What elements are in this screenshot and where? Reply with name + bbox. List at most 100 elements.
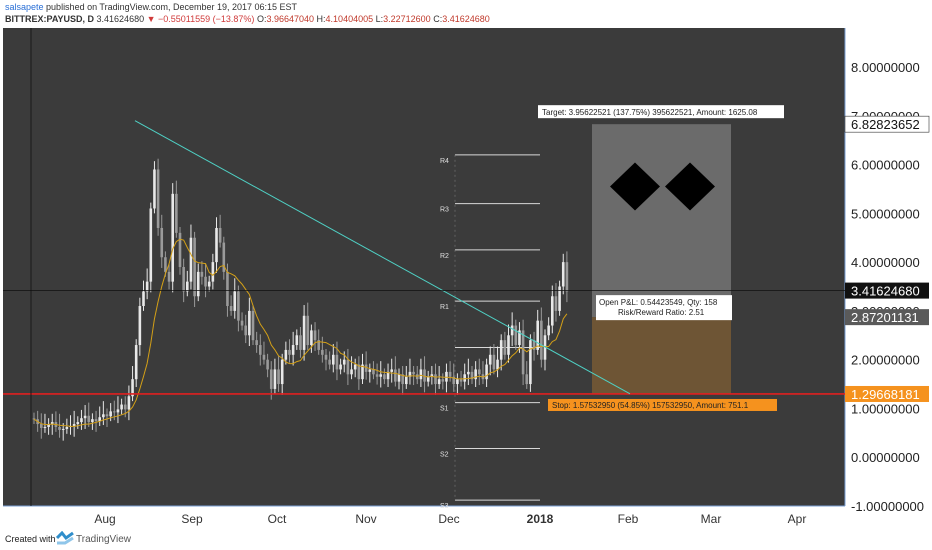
candle-body <box>441 379 445 382</box>
candle-body <box>149 208 153 282</box>
open-label: O: <box>256 14 267 24</box>
candle-body <box>342 359 346 365</box>
low-value: 3.22712600 <box>383 14 431 24</box>
candle-body <box>459 379 463 382</box>
candle-body <box>525 374 529 385</box>
candle-body <box>76 422 80 425</box>
candle-body <box>120 404 123 410</box>
x-tick-label: Apr <box>788 512 807 526</box>
pivot-label: R4 <box>440 158 449 165</box>
candle-body <box>109 411 112 417</box>
candle-body <box>156 169 160 228</box>
y-tick-label: 2.00000000 <box>851 353 920 368</box>
candle-body <box>448 371 452 377</box>
candle-body <box>456 379 459 385</box>
candle-body <box>328 359 331 365</box>
tradingview-brand[interactable]: TradingView <box>76 534 132 545</box>
stop-price-tag-bg <box>845 385 929 402</box>
candle-body <box>211 262 215 282</box>
pnl-label-box <box>596 295 732 321</box>
candle-body <box>529 340 532 385</box>
candle-body <box>321 349 324 355</box>
candle-body <box>65 426 69 429</box>
candle-body <box>98 417 101 422</box>
candle-body <box>554 296 558 311</box>
candle-body <box>273 369 277 389</box>
candle-body <box>386 371 390 380</box>
pivot-label: S3 <box>440 503 449 510</box>
price-axis[interactable] <box>845 28 929 506</box>
candle-body <box>131 379 134 397</box>
candle-body <box>532 340 536 350</box>
diamond-icon <box>665 162 715 211</box>
x-tick-label: Mar <box>701 512 722 526</box>
candle-body <box>368 369 372 372</box>
candle-body <box>474 369 477 380</box>
candle-body <box>518 330 521 346</box>
candle-body <box>397 374 401 382</box>
pivot-label: S2 <box>440 451 449 458</box>
candle-body <box>565 262 569 292</box>
candle-body <box>405 376 408 385</box>
candle-body <box>43 426 47 428</box>
candle-body <box>91 419 94 423</box>
pnl-label: Open P&L: 0.54423549, Qty: 158 <box>599 298 718 307</box>
candle-body <box>412 371 415 375</box>
candle-body <box>266 359 269 370</box>
pivot-label: R1 <box>440 304 449 311</box>
moving-average-line <box>33 238 568 427</box>
time-axis[interactable] <box>3 506 845 528</box>
high-value: 4.10404005 <box>325 14 374 24</box>
candle-body <box>339 364 342 370</box>
candle-body <box>218 227 222 243</box>
candle-body <box>295 335 299 346</box>
candle-body <box>346 359 350 375</box>
candle-body <box>350 369 353 375</box>
candle-body <box>116 409 120 413</box>
x-tick-label: Feb <box>618 512 639 526</box>
candle-body <box>507 335 510 355</box>
candle-body <box>379 374 383 377</box>
candle-body <box>142 291 145 307</box>
candle-body <box>375 374 379 377</box>
candle-body <box>123 404 127 410</box>
candle-body <box>222 242 226 272</box>
footer: Created with TradingView <box>0 528 932 550</box>
candle-body <box>561 262 565 287</box>
y-tick-label: 5.00000000 <box>851 206 920 221</box>
tradingview-logo-icon <box>56 531 74 545</box>
author-link[interactable]: salsapete <box>5 2 44 12</box>
candle-body <box>259 345 262 355</box>
candle-body <box>401 374 404 385</box>
candle-body <box>32 418 36 420</box>
candle-body <box>47 424 50 427</box>
candle-body <box>372 369 375 375</box>
candle-body <box>269 369 273 389</box>
candle-body <box>127 396 131 410</box>
candle-body <box>467 371 470 375</box>
candle-body <box>248 310 251 336</box>
pivot-label: R3 <box>440 207 449 214</box>
candle-body <box>215 227 218 263</box>
candle-body <box>175 193 178 233</box>
candle-body <box>478 369 481 375</box>
candle-body <box>196 271 200 297</box>
candle-body <box>229 306 233 311</box>
candle-body <box>423 369 426 382</box>
stop-label-box <box>548 398 777 411</box>
candle-body <box>182 267 185 292</box>
y-tick-label: 0.00000000 <box>851 450 920 465</box>
candle-body <box>437 379 441 385</box>
candle-body <box>383 374 386 380</box>
diamond-icon <box>610 162 660 211</box>
candle-body <box>299 335 302 350</box>
candle-body <box>288 349 291 355</box>
candle-body <box>280 359 284 385</box>
x-tick-label: Oct <box>268 512 287 526</box>
candle-body <box>536 320 539 350</box>
entry-price-tag-bg <box>845 309 929 326</box>
candle-body <box>204 276 207 287</box>
candle-body <box>240 320 244 326</box>
candle-body <box>503 340 507 355</box>
